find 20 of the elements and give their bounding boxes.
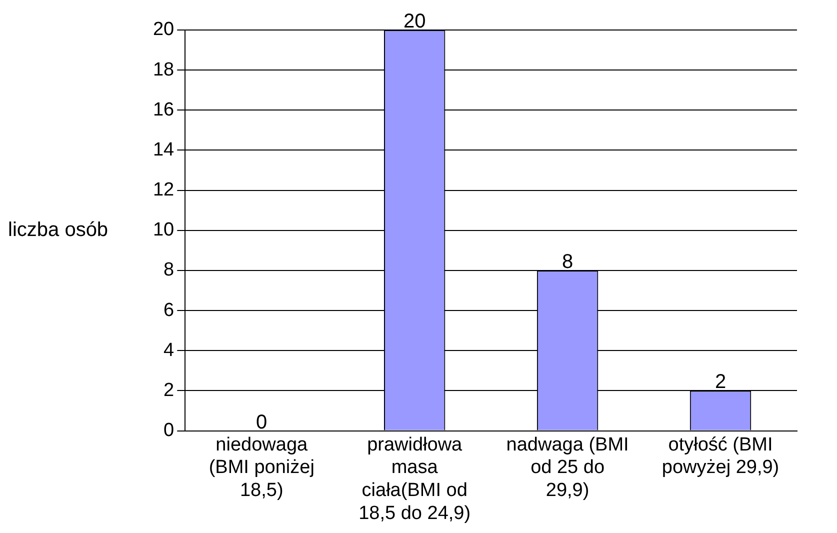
y-axis-title: liczba osób [8, 218, 108, 241]
data-label: 8 [562, 250, 574, 273]
y-tick-label: 16 [152, 99, 174, 120]
x-tick-label: nadwaga (BMI od 25 do 29,9) [506, 434, 629, 502]
data-label: 20 [403, 10, 426, 33]
y-tick-label: 6 [164, 300, 174, 321]
y-tick-label: 20 [152, 19, 174, 40]
x-tick-label: niedowaga (BMI poniżej 18,5) [208, 434, 314, 502]
y-tick-label: 8 [164, 260, 174, 281]
x-tick-label: prawidłowa masa ciała(BMI od 18,5 do 24,9) [358, 434, 471, 524]
x-tick-label: otyłość (BMI powyżej 29,9) [662, 434, 780, 478]
y-tick-label: 2 [164, 380, 174, 401]
y-tick-label: 0 [164, 420, 174, 442]
y-tick-label: 12 [152, 180, 174, 201]
y-tick-label: 10 [152, 220, 174, 241]
y-tick-label: 4 [164, 340, 175, 361]
data-label: 2 [714, 371, 726, 394]
y-tick-label: 18 [152, 59, 174, 80]
data-label: 0 [256, 411, 268, 434]
y-tick-label: 14 [152, 139, 175, 160]
